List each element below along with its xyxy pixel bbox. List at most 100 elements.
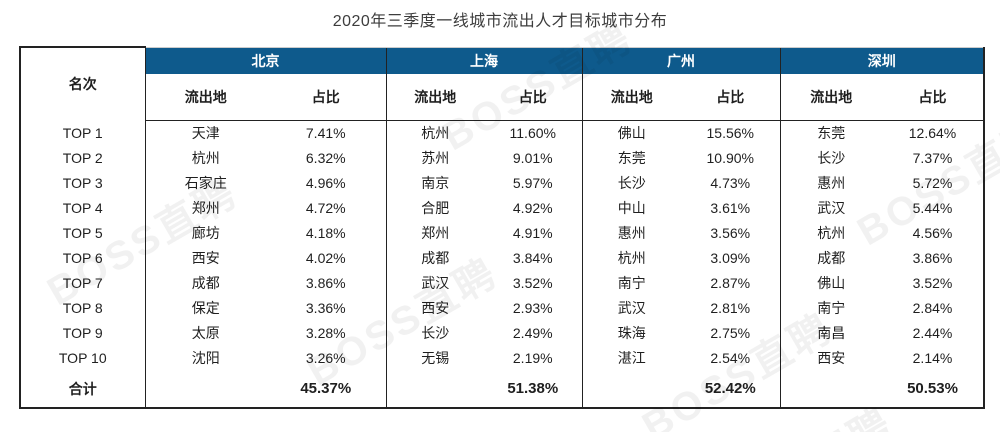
share-percent-cell: 15.56% xyxy=(706,124,754,141)
page-title: 2020年三季度一线城市流出人才目标城市分布 xyxy=(332,13,668,30)
rank-label: TOP 7 xyxy=(62,274,103,291)
share-percent-cell: 3.52% xyxy=(912,274,953,291)
origin-city-cell: 无锡 xyxy=(385,345,484,370)
rank-column-header: 名次 xyxy=(20,46,145,120)
origin-city-cell: 南宁 xyxy=(581,270,681,295)
origin-city-cell: 合肥 xyxy=(385,195,484,220)
share-percent-cell: 5.97% xyxy=(512,174,553,191)
total-spacer-cell xyxy=(385,370,484,408)
total-share-cell: 50.53% xyxy=(907,380,958,397)
origin-city-cell: 武汉 xyxy=(385,270,484,295)
origin-city-cell: 长沙 xyxy=(581,170,681,195)
share-percent-cell: 6.32% xyxy=(305,149,346,166)
table-row: TOP 6 西安 4.02% 成都 3.84% 杭州 3.09% 成都 3.86% xyxy=(20,245,984,270)
share-percent-cell: 5.44% xyxy=(912,199,953,216)
origin-city-cell: 南宁 xyxy=(779,295,882,320)
share-column-header: 占比 xyxy=(266,74,386,121)
share-percent-cell: 3.28% xyxy=(305,324,346,341)
origin-city-cell: 西安 xyxy=(779,345,882,370)
table-row: TOP 3 石家庄 4.96% 南京 5.97% 长沙 4.73% 惠州 5.72% xyxy=(20,170,984,195)
share-percent-cell: 2.19% xyxy=(512,349,553,366)
share-percent-cell: 2.87% xyxy=(710,274,751,291)
rank-label: TOP 3 xyxy=(62,174,103,191)
total-share-cell: 52.42% xyxy=(704,380,756,397)
share-percent-cell: 4.96% xyxy=(305,174,346,191)
share-percent-cell: 4.02% xyxy=(305,249,346,266)
share-percent-cell: 2.44% xyxy=(912,324,953,341)
origin-city-cell: 东莞 xyxy=(581,145,681,170)
share-percent-cell: 5.72% xyxy=(912,174,953,191)
table-row: TOP 10 沈阳 3.26% 无锡 2.19% 湛江 2.54% 西安 2.14% xyxy=(20,345,984,370)
total-label: 合计 xyxy=(68,380,97,397)
share-percent-cell: 3.86% xyxy=(912,249,953,266)
origin-city-cell: 苏州 xyxy=(385,145,484,170)
origin-city-cell: 西安 xyxy=(385,295,484,320)
origin-city-cell: 郑州 xyxy=(385,220,484,245)
share-percent-cell: 3.26% xyxy=(305,349,346,366)
origin-city-cell: 石家庄 xyxy=(144,170,266,195)
share-column-header: 占比 xyxy=(882,74,984,121)
share-column-header: 占比 xyxy=(484,74,582,121)
share-percent-cell: 12.64% xyxy=(908,124,957,141)
origin-city-cell: 南昌 xyxy=(779,320,882,345)
share-percent-cell: 10.90% xyxy=(706,149,754,166)
rank-label: TOP 9 xyxy=(62,324,103,341)
city-header-shanghai: 上海 xyxy=(385,46,582,74)
share-percent-cell: 7.37% xyxy=(912,149,953,166)
origin-city-cell: 佛山 xyxy=(779,270,882,295)
rank-label: TOP 6 xyxy=(62,249,103,266)
share-percent-cell: 3.36% xyxy=(305,299,346,316)
origin-city-cell: 长沙 xyxy=(385,320,484,345)
origin-column-header: 流出地 xyxy=(581,74,681,121)
city-header-row: 名次 北京 上海 广州 深圳 xyxy=(20,46,984,120)
share-percent-cell: 3.84% xyxy=(512,249,553,266)
table-row: TOP 7 成都 3.86% 武汉 3.52% 南宁 2.87% 佛山 3.52% xyxy=(20,270,984,295)
origin-city-cell: 西安 xyxy=(144,245,266,270)
rank-label: TOP 4 xyxy=(62,199,103,216)
rank-label: TOP 8 xyxy=(62,299,103,316)
share-percent-cell: 3.86% xyxy=(305,274,346,291)
share-percent-cell: 4.56% xyxy=(912,224,953,241)
origin-column-header: 流出地 xyxy=(385,74,484,121)
city-header-guangzhou: 广州 xyxy=(581,46,780,74)
origin-city-cell: 杭州 xyxy=(385,120,484,145)
table-row: TOP 8 保定 3.36% 西安 2.93% 武汉 2.81% 南宁 2.84% xyxy=(20,295,984,320)
share-percent-cell: 2.49% xyxy=(512,324,553,341)
share-percent-cell: 2.14% xyxy=(912,349,953,366)
origin-city-cell: 郑州 xyxy=(144,195,266,220)
table-row: TOP 4 郑州 4.72% 合肥 4.92% 中山 3.61% 武汉 5.44% xyxy=(20,195,984,220)
share-percent-cell: 7.41% xyxy=(305,124,346,141)
city-header-beijing: 北京 xyxy=(144,46,386,74)
origin-city-cell: 湛江 xyxy=(581,345,681,370)
share-percent-cell: 4.91% xyxy=(512,224,553,241)
total-row: 合计 45.37% 51.38% 52.42% 50.53% xyxy=(20,370,984,408)
share-percent-cell: 3.61% xyxy=(710,199,751,216)
origin-city-cell: 成都 xyxy=(779,245,882,270)
origin-city-cell: 佛山 xyxy=(581,120,681,145)
origin-city-cell: 太原 xyxy=(144,320,266,345)
origin-city-cell: 廊坊 xyxy=(144,220,266,245)
origin-column-header: 流出地 xyxy=(779,74,882,121)
origin-city-cell: 沈阳 xyxy=(144,345,266,370)
share-column-header: 占比 xyxy=(681,74,780,121)
share-percent-cell: 2.54% xyxy=(710,349,751,366)
origin-city-cell: 天津 xyxy=(144,120,266,145)
share-percent-cell: 4.73% xyxy=(710,174,751,191)
origin-city-cell: 长沙 xyxy=(779,145,882,170)
origin-city-cell: 杭州 xyxy=(581,245,681,270)
total-spacer-cell xyxy=(581,370,681,408)
share-percent-cell: 11.60% xyxy=(509,124,556,141)
total-share-cell: 51.38% xyxy=(507,380,559,397)
share-percent-cell: 9.01% xyxy=(512,149,553,166)
origin-city-cell: 武汉 xyxy=(581,295,681,320)
table-row: TOP 1 天津 7.41% 杭州 11.60% 佛山 15.56% 东莞 12.64% xyxy=(20,120,984,145)
share-percent-cell: 4.18% xyxy=(305,224,346,241)
origin-city-cell: 杭州 xyxy=(144,145,266,170)
sub-header-row: 流出地 占比 流出地 占比 流出地 占比 流出地 占比 xyxy=(20,74,984,121)
table-row: TOP 2 杭州 6.32% 苏州 9.01% 东莞 10.90% 长沙 7.37% xyxy=(20,145,984,170)
origin-city-cell: 珠海 xyxy=(581,320,681,345)
talent-outflow-table: 名次 北京 上海 广州 深圳 流出地 占比 流出地 占比 流出地 占比 流出地 占比 TOP … xyxy=(19,46,985,409)
origin-city-cell: 惠州 xyxy=(581,220,681,245)
origin-city-cell: 杭州 xyxy=(779,220,882,245)
